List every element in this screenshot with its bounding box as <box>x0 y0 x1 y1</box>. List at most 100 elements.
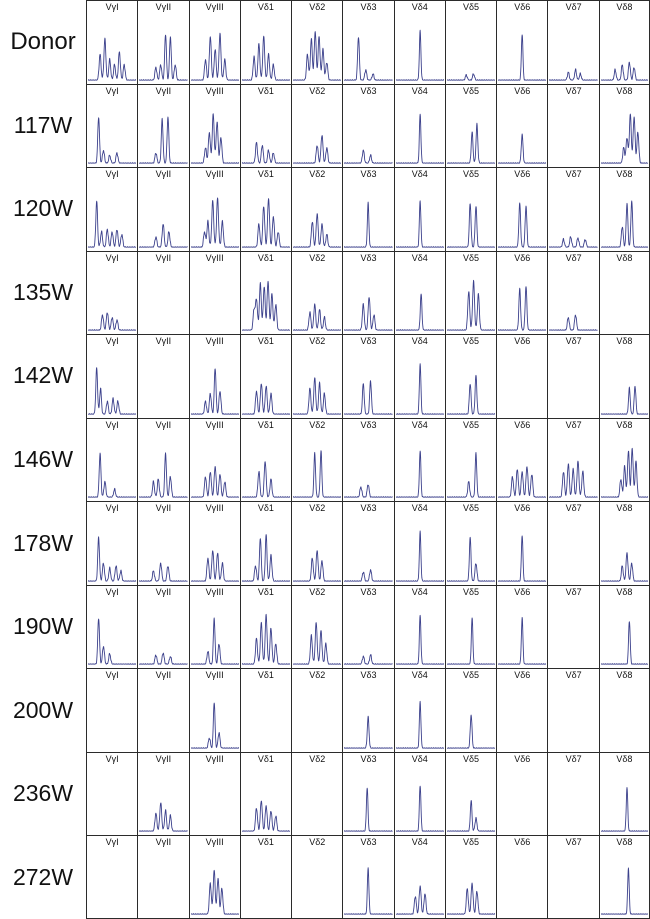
column-label: VγIII <box>205 2 224 12</box>
column-label: Vδ1 <box>257 2 274 12</box>
column-label: Vδ3 <box>360 169 377 180</box>
trace-plot <box>601 25 648 82</box>
column-label: Vδ7 <box>565 85 582 96</box>
spectratype-cell: Vδ5 <box>444 334 497 418</box>
trace-plot <box>498 192 546 249</box>
column-label: Vδ4 <box>411 252 428 263</box>
column-label: Vδ6 <box>514 503 531 514</box>
trace-plot <box>88 192 136 249</box>
trace-plot <box>344 442 392 499</box>
trace-plot <box>88 609 136 666</box>
spectratype-cell: Vδ4 <box>393 83 445 168</box>
column-label: Vδ4 <box>411 85 428 96</box>
trace-plot <box>191 25 239 82</box>
spectratype-cell: Vδ8 <box>598 501 650 585</box>
spectratype-cell: VγIII <box>188 83 240 168</box>
column-label: Vδ5 <box>463 837 480 848</box>
column-label: VγIII <box>205 503 224 514</box>
trace-plot <box>191 859 239 916</box>
trace-plot <box>344 609 392 666</box>
trace-plot <box>396 275 444 332</box>
trace-plot <box>293 25 341 82</box>
spectratype-cell: Vδ7 <box>547 250 599 335</box>
column-label: VγIII <box>205 753 224 764</box>
column-label: VγII <box>155 169 172 180</box>
trace-plot <box>396 859 444 916</box>
spectratype-cell: Vδ3 <box>342 0 394 84</box>
row-label-142w: 142W <box>0 334 86 418</box>
column-label: VγI <box>105 85 119 96</box>
trace-plot <box>88 25 136 82</box>
trace-plot <box>191 526 239 583</box>
spectratype-cell: Vδ7 <box>547 668 599 752</box>
trace-plot <box>293 526 341 583</box>
trace-plot <box>191 442 239 499</box>
spectratype-cell: Vδ5 <box>444 835 497 919</box>
spectratype-cell: Vδ5 <box>444 0 497 84</box>
spectratype-cell: Vδ6 <box>496 167 548 251</box>
spectratype-cell: VγIII <box>188 334 240 418</box>
spectratype-cell: Vδ3 <box>342 417 394 502</box>
trace-plot <box>242 776 290 833</box>
spectratype-cell: Vδ4 <box>393 501 445 585</box>
column-label: VγIII <box>205 670 224 681</box>
column-label: Vδ3 <box>360 2 377 12</box>
spectratype-cell: Vδ2 <box>291 668 343 752</box>
spectratype-cell: VγI <box>86 501 138 585</box>
trace-plot <box>498 526 546 583</box>
row-label-178w: 178W <box>0 501 86 585</box>
column-label: VγI <box>105 586 119 597</box>
row-label-190w: 190W <box>0 584 86 669</box>
spectratype-cell: Vδ6 <box>496 501 548 585</box>
column-label: Vδ3 <box>360 252 377 263</box>
trace-plot <box>344 693 392 750</box>
spectratype-cell: Vδ4 <box>393 167 445 251</box>
spectratype-cell: VγIII <box>188 584 240 669</box>
trace-plot <box>447 859 495 916</box>
column-label: Vδ2 <box>309 252 326 263</box>
spectratype-cell: Vδ7 <box>547 83 599 168</box>
trace-plot <box>447 192 495 249</box>
spectratype-cell: Vδ3 <box>342 167 394 251</box>
column-label: Vδ5 <box>463 85 480 96</box>
column-label: Vδ7 <box>565 252 582 263</box>
column-label: Vδ8 <box>616 2 633 12</box>
trace-plot <box>344 192 392 249</box>
spectratype-cell: Vδ4 <box>393 584 445 669</box>
column-label: Vδ5 <box>463 2 480 12</box>
spectratype-cell: Vδ2 <box>291 83 343 168</box>
trace-plot <box>242 192 290 249</box>
column-label: VγIII <box>205 419 224 430</box>
column-label: Vδ6 <box>514 586 531 597</box>
column-label: VγIII <box>205 169 224 180</box>
spectratype-cell: Vδ6 <box>496 0 548 84</box>
trace-plot <box>293 275 341 332</box>
trace-plot <box>88 442 136 499</box>
column-label: Vδ1 <box>257 670 274 681</box>
row-label-236w: 236W <box>0 751 86 836</box>
column-label: Vδ7 <box>565 169 582 180</box>
spectratype-cell: Vδ5 <box>444 501 497 585</box>
column-label: Vδ8 <box>616 753 633 764</box>
trace-plot <box>498 442 546 499</box>
trace-plot <box>191 693 239 750</box>
column-label: VγI <box>105 837 119 848</box>
trace-plot <box>344 776 392 833</box>
spectratype-cell: Vδ1 <box>239 501 292 585</box>
trace-plot <box>344 859 392 916</box>
trace-plot <box>601 192 648 249</box>
spectratype-cell: Vδ8 <box>598 417 650 502</box>
spectratype-cell: Vδ7 <box>547 835 599 919</box>
column-label: VγI <box>105 419 119 430</box>
column-label: Vδ7 <box>565 753 582 764</box>
trace-plot <box>191 359 239 416</box>
column-label: Vδ6 <box>514 670 531 681</box>
trace-plot <box>139 442 187 499</box>
column-label: Vδ8 <box>616 169 633 180</box>
column-label: Vδ5 <box>463 336 480 347</box>
spectratype-cell: VγI <box>86 0 138 84</box>
spectratype-cell: VγI <box>86 417 138 502</box>
spectratype-cell: VγIII <box>188 250 240 335</box>
spectratype-cell: Vδ2 <box>291 584 343 669</box>
column-label: Vδ5 <box>463 586 480 597</box>
